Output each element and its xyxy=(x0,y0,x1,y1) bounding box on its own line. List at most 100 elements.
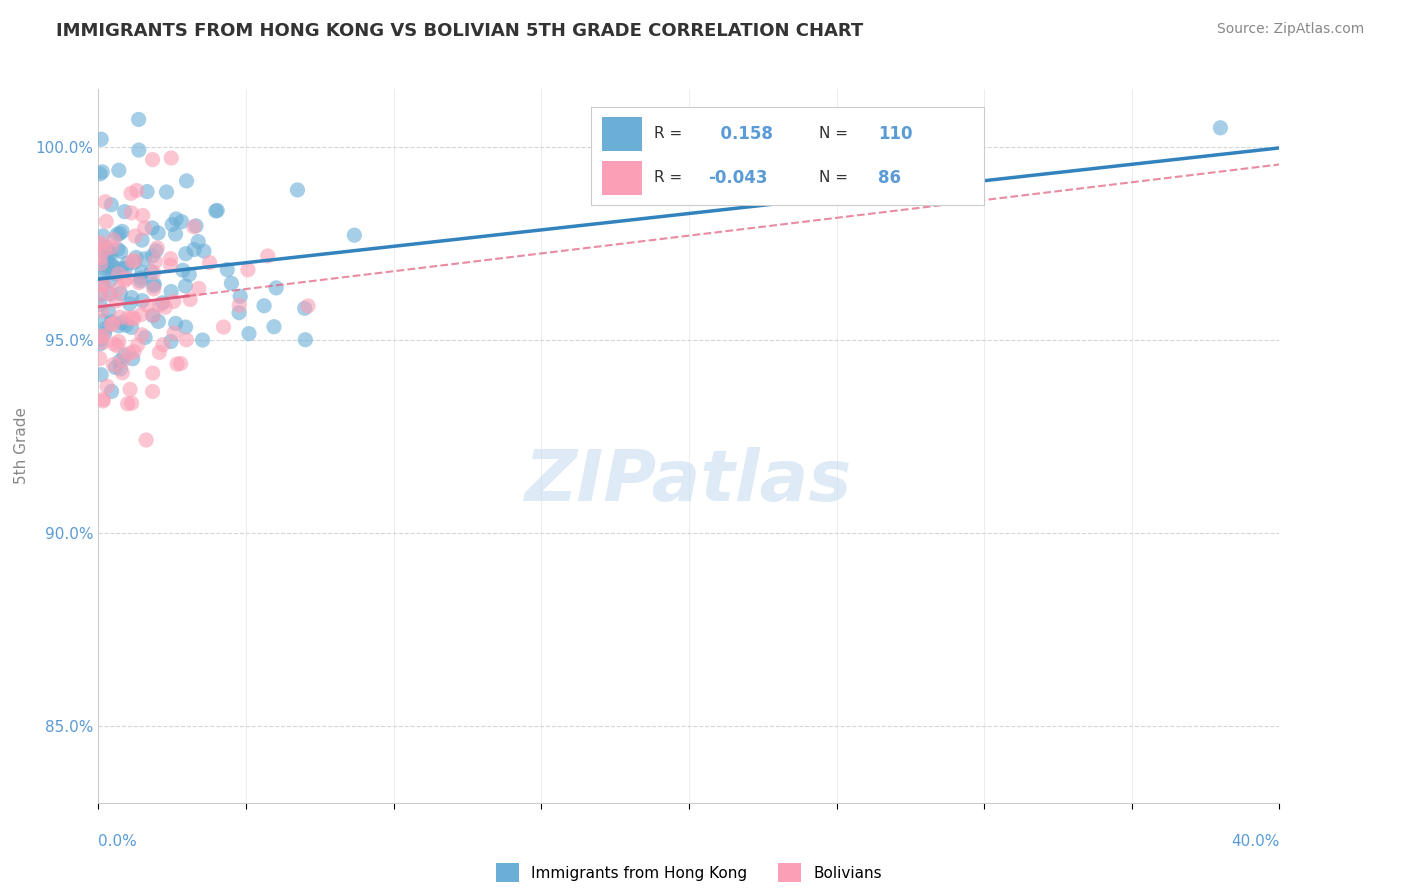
Point xyxy=(107,334,129,349)
Point xyxy=(142,153,165,167)
Point xyxy=(132,209,155,223)
Point xyxy=(131,233,153,247)
Point xyxy=(100,287,122,301)
Point xyxy=(111,366,134,380)
Point xyxy=(165,211,187,226)
Point xyxy=(107,282,129,296)
Point xyxy=(120,206,142,220)
Point xyxy=(93,243,115,257)
Point xyxy=(124,255,146,269)
Point xyxy=(103,337,125,351)
Point xyxy=(172,263,194,277)
Point xyxy=(160,218,183,232)
Point xyxy=(89,287,111,301)
Point xyxy=(183,219,205,234)
Point xyxy=(90,368,112,382)
Point xyxy=(100,240,122,254)
Point xyxy=(108,354,131,368)
Point xyxy=(256,249,278,263)
Point xyxy=(236,262,259,277)
Point xyxy=(221,277,243,291)
Point xyxy=(159,252,181,266)
Point xyxy=(124,253,146,268)
Point xyxy=(91,268,114,283)
Point xyxy=(129,274,152,288)
Point xyxy=(100,318,122,332)
Text: 86: 86 xyxy=(877,169,901,186)
Point xyxy=(91,314,114,328)
Point xyxy=(96,260,118,274)
Text: ZIPatlas: ZIPatlas xyxy=(526,447,852,516)
Point xyxy=(136,298,159,312)
Point xyxy=(89,238,111,252)
Text: 110: 110 xyxy=(877,125,912,143)
Point xyxy=(131,265,153,279)
Point xyxy=(98,287,121,301)
Point xyxy=(105,339,128,353)
Point xyxy=(94,321,117,335)
Point xyxy=(110,286,132,301)
Point xyxy=(187,281,209,295)
Point xyxy=(112,353,135,368)
Point xyxy=(179,268,201,282)
Point xyxy=(160,285,183,299)
Point xyxy=(91,392,114,407)
Point xyxy=(152,295,174,310)
Point xyxy=(89,332,111,346)
Point xyxy=(166,357,188,371)
Point xyxy=(114,274,136,288)
Point xyxy=(134,330,156,344)
Point xyxy=(160,334,183,349)
Point xyxy=(142,384,165,399)
Point xyxy=(111,224,134,238)
Point xyxy=(125,251,148,265)
Point xyxy=(89,251,111,265)
Point xyxy=(135,433,157,447)
Point xyxy=(128,276,150,290)
Text: IMMIGRANTS FROM HONG KONG VS BOLIVIAN 5TH GRADE CORRELATION CHART: IMMIGRANTS FROM HONG KONG VS BOLIVIAN 5T… xyxy=(56,22,863,40)
Point xyxy=(91,393,114,408)
Point xyxy=(169,357,191,371)
Point xyxy=(165,227,187,241)
Point xyxy=(120,383,142,397)
Point xyxy=(228,298,250,312)
Point xyxy=(142,366,165,380)
Text: 0.158: 0.158 xyxy=(709,125,772,143)
Point xyxy=(297,299,319,313)
Point xyxy=(146,226,169,240)
Point xyxy=(89,167,111,181)
Point xyxy=(114,348,136,362)
Point xyxy=(89,235,111,250)
Text: 40.0%: 40.0% xyxy=(1232,834,1279,849)
Point xyxy=(1209,120,1232,135)
Point xyxy=(97,304,120,318)
Point xyxy=(263,319,285,334)
Point xyxy=(174,279,197,293)
Point xyxy=(101,317,124,331)
Point xyxy=(122,310,145,325)
Point xyxy=(141,221,163,235)
Point xyxy=(125,184,148,198)
Point xyxy=(174,246,197,260)
Point xyxy=(120,320,142,334)
Point xyxy=(114,204,136,219)
Point xyxy=(128,112,150,127)
Point xyxy=(174,320,197,334)
Point xyxy=(134,221,156,235)
Point xyxy=(198,255,221,269)
Text: N =: N = xyxy=(818,170,852,186)
Point xyxy=(170,214,193,228)
Point xyxy=(111,316,134,330)
Point xyxy=(121,396,143,410)
Point xyxy=(91,329,114,343)
Point xyxy=(101,258,124,272)
Point xyxy=(159,258,181,272)
Point xyxy=(100,384,122,399)
Point xyxy=(91,303,114,318)
Point xyxy=(118,346,141,360)
Point xyxy=(142,279,165,293)
Point xyxy=(122,344,145,359)
Legend: Immigrants from Hong Kong, Bolivians: Immigrants from Hong Kong, Bolivians xyxy=(491,857,887,888)
Point xyxy=(108,227,131,241)
Point xyxy=(205,203,228,218)
